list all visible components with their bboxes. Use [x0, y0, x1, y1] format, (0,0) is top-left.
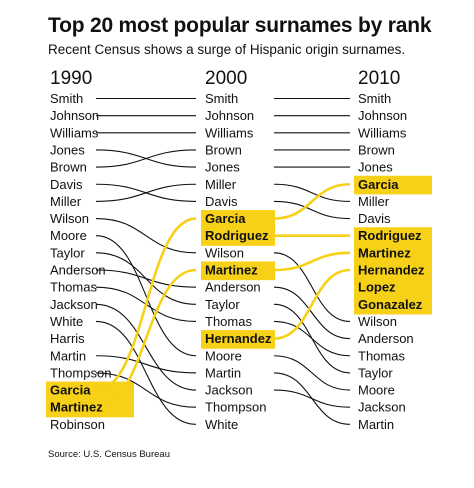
highlight-box — [46, 381, 134, 418]
name-2000-williams: Williams — [205, 125, 254, 140]
highlight-box — [354, 175, 432, 195]
name-1990-thompson: Thompson — [50, 365, 111, 380]
name-2000-jones: Jones — [205, 160, 240, 175]
name-1990-wilson: Wilson — [50, 211, 89, 226]
year-header-2010: 2010 — [358, 68, 400, 89]
line-wilson-1990-2000 — [95, 218, 197, 254]
line-garcia-2000-2010 — [273, 182, 351, 220]
source-note: Source: U.S. Census Bureau — [48, 449, 170, 460]
name-2000-smith: Smith — [205, 91, 238, 106]
chart-subtitle: Recent Census shows a surge of Hispanic … — [48, 42, 406, 57]
name-1990-thomas: Thomas — [50, 280, 97, 295]
name-2000-brown: Brown — [205, 142, 242, 157]
name-1990-white: White — [50, 314, 83, 329]
name-2010-miller: Miller — [358, 194, 390, 209]
name-2000-thomas: Thomas — [205, 314, 252, 329]
line-martin-1990-2000 — [95, 355, 197, 374]
line-miller-2000-2010 — [273, 183, 351, 202]
line-davis-2000-2010 — [273, 200, 351, 220]
name-1990-johnson: Johnson — [50, 108, 99, 123]
name-1990-martin: Martin — [50, 348, 86, 363]
name-2010-williams: Williams — [358, 125, 407, 140]
rank-labels: 1990 2000 2010 Smith Johnson Williams Jones Bro… — [50, 68, 425, 432]
line-white-1990-2000 — [95, 320, 197, 425]
name-2000-hernandez: Hernandez — [205, 331, 272, 346]
name-2010-wilson: Wilson — [358, 314, 397, 329]
highlight-box — [201, 261, 275, 281]
name-2000-davis: Davis — [205, 194, 238, 209]
highlight-lines — [95, 182, 351, 409]
name-2000-wilson: Wilson — [205, 245, 244, 260]
name-2000-jackson: Jackson — [205, 383, 253, 398]
line-hernandez-2000-2010 — [273, 268, 351, 340]
name-2000-garcia: Garcia — [205, 211, 246, 226]
year-header-2000: 2000 — [205, 68, 247, 89]
name-2000-white: White — [205, 417, 238, 432]
name-2010-martin: Martin — [358, 417, 394, 432]
year-header-1990: 1990 — [50, 68, 92, 89]
name-1990-davis: Davis — [50, 177, 83, 192]
name-2010-rodriguez: Rodriguez — [358, 228, 422, 243]
name-1990-smith: Smith — [50, 91, 83, 106]
name-1990-martinez: Martinez — [50, 400, 103, 415]
name-2010-hernandez: Hernandez — [358, 263, 425, 278]
line-thompson-1990-2000 — [95, 372, 197, 408]
name-1990-williams: Williams — [50, 125, 99, 140]
name-2000-rodriguez: Rodriguez — [205, 228, 269, 243]
name-2000-johnson: Johnson — [205, 108, 254, 123]
line-jackson-2000-2010 — [273, 389, 351, 408]
name-1990-harris: Harris — [50, 331, 85, 346]
name-2000-thompson: Thompson — [205, 400, 266, 415]
line-anderson-2000-2010 — [273, 286, 351, 340]
name-2010-anderson: Anderson — [358, 331, 414, 346]
name-1990-miller: Miller — [50, 194, 82, 209]
name-1990-jackson: Jackson — [50, 297, 98, 312]
line-moore-1990-2000 — [95, 235, 197, 357]
line-thomas-2000-2010 — [273, 320, 351, 357]
name-2010-brown: Brown — [358, 142, 395, 157]
line-anderson-1990-2000 — [95, 269, 197, 288]
name-2000-taylor: Taylor — [205, 297, 240, 312]
name-2000-martinez: Martinez — [205, 263, 258, 278]
chart-title: Top 20 most popular surnames by rank — [48, 14, 432, 37]
name-2010-gonazalez: Gonazalez — [358, 297, 423, 312]
line-garcia-1990-2000 — [95, 217, 197, 392]
name-2000-miller: Miller — [205, 177, 237, 192]
name-2010-taylor: Taylor — [358, 365, 393, 380]
line-miller-1990-2000 — [95, 183, 197, 202]
line-martinez-1990-2000 — [95, 268, 197, 409]
line-brown-1990-2000 — [95, 149, 197, 168]
line-martinez-2000-2010 — [273, 251, 351, 272]
name-1990-robinson: Robinson — [50, 417, 105, 432]
name-1990-taylor: Taylor — [50, 245, 85, 260]
name-1990-garcia: Garcia — [50, 383, 91, 398]
name-2010-jackson: Jackson — [358, 400, 406, 415]
name-2010-smith: Smith — [358, 91, 391, 106]
name-2010-thomas: Thomas — [358, 348, 405, 363]
line-jackson-1990-2000 — [95, 303, 197, 391]
name-2010-garcia: Garcia — [358, 177, 399, 192]
name-1990-brown: Brown — [50, 160, 87, 175]
highlight-box — [201, 210, 275, 246]
name-1990-anderson: Anderson — [50, 263, 106, 278]
name-2000-martin: Martin — [205, 365, 241, 380]
name-2010-johnson: Johnson — [358, 108, 407, 123]
line-wilson-2000-2010 — [273, 252, 351, 322]
name-2010-martinez: Martinez — [358, 245, 411, 260]
highlight-boxes — [46, 175, 432, 418]
name-1990-jones: Jones — [50, 142, 85, 157]
highlight-box — [354, 227, 432, 315]
name-2000-moore: Moore — [205, 348, 242, 363]
line-moore-2000-2010 — [273, 355, 351, 391]
name-2010-moore: Moore — [358, 383, 395, 398]
name-2010-davis: Davis — [358, 211, 391, 226]
highlight-box — [201, 330, 275, 349]
name-2000-anderson: Anderson — [205, 280, 261, 295]
name-2010-lopez: Lopez — [358, 280, 396, 295]
name-2010-jones: Jones — [358, 160, 393, 175]
name-1990-moore: Moore — [50, 228, 87, 243]
